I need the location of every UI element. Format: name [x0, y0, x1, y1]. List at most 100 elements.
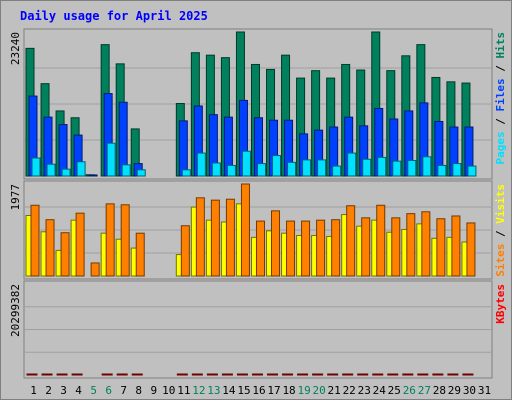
bar-sites-day-26: [406, 213, 416, 277]
y-max-label: 20299382: [9, 284, 22, 337]
x-label-day-15: 15: [237, 384, 250, 397]
bar-kbytes-day-8: [131, 373, 143, 376]
bar-pages-day-20: [317, 159, 327, 177]
x-label-day-8: 8: [135, 384, 142, 397]
x-label-day-4: 4: [75, 384, 82, 397]
bar-pages-day-4: [76, 161, 86, 177]
x-label-day-17: 17: [267, 384, 280, 397]
x-label-day-14: 14: [222, 384, 236, 397]
bar-pages-day-25: [392, 160, 402, 177]
x-label-day-30: 30: [463, 384, 476, 397]
bar-sites-day-6: [105, 203, 115, 277]
bar-pages-day-30: [467, 165, 477, 177]
bar-sites-day-29: [451, 215, 461, 277]
y-max-label: 1977: [9, 184, 22, 211]
bar-pages-day-27: [422, 156, 432, 177]
x-label-day-10: 10: [162, 384, 175, 397]
bar-pages-day-17: [272, 155, 282, 177]
x-label-day-28: 28: [433, 384, 446, 397]
bar-sites-day-21: [331, 219, 341, 277]
bar-sites-day-7: [120, 204, 130, 277]
bar-pages-day-15: [241, 150, 251, 177]
bar-pages-day-23: [362, 158, 372, 177]
right-axis-label: Pages / Files / Hits: [494, 32, 507, 165]
bar-sites-day-16: [255, 220, 265, 277]
right-label-hits: Hits: [494, 32, 507, 59]
x-label-day-18: 18: [282, 384, 295, 397]
bar-pages-day-13: [211, 162, 221, 177]
bar-pages-day-22: [347, 152, 357, 177]
bar-sites-day-14: [225, 198, 235, 277]
bar-pages-day-18: [287, 161, 297, 177]
bar-sites-day-13: [210, 199, 220, 277]
bar-pages-day-24: [377, 156, 387, 177]
bar-kbytes-day-24: [372, 373, 384, 376]
x-label-day-12: 12: [192, 384, 205, 397]
bar-kbytes-day-21: [327, 373, 339, 376]
bar-kbytes-day-6: [101, 373, 113, 376]
right-label-pages: Pages: [494, 131, 507, 164]
bar-sites-day-11: [180, 225, 190, 277]
bar-sites-day-28: [436, 218, 446, 277]
panel-border: [23, 280, 493, 379]
bar-kbytes-day-15: [236, 373, 248, 376]
bar-sites-day-1: [30, 204, 40, 277]
bar-kbytes-day-27: [417, 373, 429, 376]
bar-sites-day-12: [195, 197, 205, 277]
bar-sites-day-5: [90, 262, 100, 277]
x-label-day-16: 16: [252, 384, 265, 397]
bar-kbytes-day-18: [282, 373, 294, 376]
bar-kbytes-day-11: [176, 373, 188, 376]
bar-kbytes-day-20: [312, 373, 324, 376]
x-label-day-19: 19: [297, 384, 310, 397]
bar-kbytes-day-29: [447, 373, 459, 376]
x-label-day-20: 20: [313, 384, 326, 397]
bar-sites-day-20: [316, 219, 326, 277]
bar-files-day-11: [178, 120, 188, 177]
bar-sites-day-22: [346, 205, 356, 277]
bar-kbytes-day-30: [462, 373, 474, 376]
right-axis-label: Sites / Visits: [494, 184, 507, 277]
bar-kbytes-day-19: [297, 373, 309, 376]
x-label-day-7: 7: [120, 384, 127, 397]
panel-border: [23, 180, 493, 280]
bar-sites-day-15: [240, 183, 250, 277]
bar-files-day-3: [58, 124, 68, 177]
x-label-day-25: 25: [388, 384, 401, 397]
x-label-day-29: 29: [448, 384, 461, 397]
bar-sites-day-27: [421, 211, 431, 277]
bar-pages-day-7: [121, 164, 131, 177]
bar-kbytes-day-28: [432, 373, 444, 376]
bar-kbytes-day-12: [191, 373, 203, 376]
bar-sites-day-8: [135, 232, 145, 277]
x-label-day-11: 11: [177, 384, 190, 397]
bar-pages-day-2: [46, 163, 56, 177]
bar-files-day-5: [88, 174, 98, 177]
right-axis-label: KBytes: [494, 284, 507, 324]
bar-kbytes-day-22: [342, 373, 354, 376]
panel-border: [23, 28, 493, 180]
bar-kbytes-day-1: [26, 373, 38, 376]
x-label-day-13: 13: [207, 384, 220, 397]
y-max-label: 23240: [9, 32, 22, 65]
x-label-day-5: 5: [90, 384, 97, 397]
right-label-files: Files: [494, 78, 507, 111]
bar-kbytes-day-4: [71, 373, 83, 376]
right-label-visits: Visits: [494, 184, 507, 224]
bar-pages-day-6: [106, 142, 116, 177]
bar-kbytes-day-2: [41, 373, 53, 376]
bar-pages-day-26: [407, 160, 417, 177]
x-label-day-22: 22: [343, 384, 356, 397]
bar-pages-day-21: [332, 165, 342, 177]
bar-pages-day-11: [181, 169, 191, 177]
bar-pages-day-28: [437, 164, 447, 177]
bar-pages-day-29: [452, 163, 462, 177]
right-label-kbytes: KBytes: [494, 284, 507, 324]
bar-pages-day-16: [256, 163, 266, 177]
bar-sites-day-18: [286, 220, 296, 277]
bar-pages-day-1: [31, 157, 41, 177]
bar-kbytes-day-26: [402, 373, 414, 376]
bar-sites-day-4: [75, 212, 85, 277]
